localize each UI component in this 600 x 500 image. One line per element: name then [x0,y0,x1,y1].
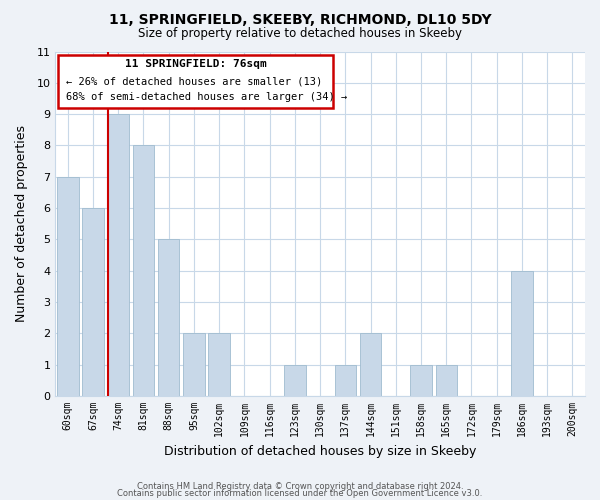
Text: 11 SPRINGFIELD: 76sqm: 11 SPRINGFIELD: 76sqm [125,59,266,69]
Bar [158,240,179,396]
Text: 11, SPRINGFIELD, SKEEBY, RICHMOND, DL10 5DY: 11, SPRINGFIELD, SKEEBY, RICHMOND, DL10 … [109,12,491,26]
Bar [511,271,533,396]
Bar [335,364,356,396]
Bar [436,364,457,396]
FancyBboxPatch shape [58,55,334,108]
Text: 68% of semi-detached houses are larger (34) →: 68% of semi-detached houses are larger (… [66,92,347,102]
X-axis label: Distribution of detached houses by size in Skeeby: Distribution of detached houses by size … [164,444,476,458]
Bar [183,334,205,396]
Bar [360,334,381,396]
Text: Size of property relative to detached houses in Skeeby: Size of property relative to detached ho… [138,28,462,40]
Bar [208,334,230,396]
Y-axis label: Number of detached properties: Number of detached properties [15,126,28,322]
Text: ← 26% of detached houses are smaller (13): ← 26% of detached houses are smaller (13… [66,76,322,86]
Bar [82,208,104,396]
Text: Contains HM Land Registry data © Crown copyright and database right 2024.: Contains HM Land Registry data © Crown c… [137,482,463,491]
Bar [410,364,432,396]
Bar [284,364,305,396]
Bar [57,177,79,396]
Bar [133,146,154,396]
Text: Contains public sector information licensed under the Open Government Licence v3: Contains public sector information licen… [118,490,482,498]
Bar [107,114,129,396]
